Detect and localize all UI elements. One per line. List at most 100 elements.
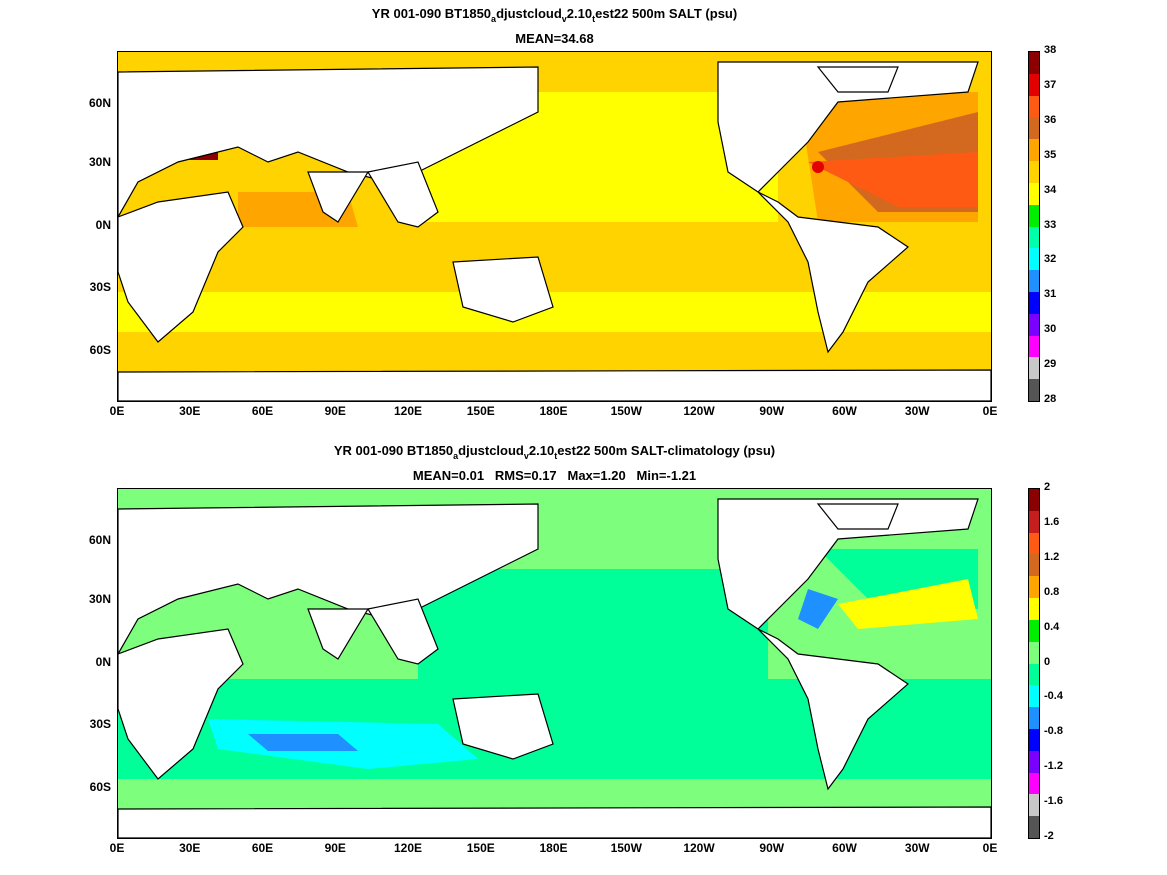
y-tick-label: 60S [89, 780, 111, 794]
colorbar-segment [1029, 204, 1039, 227]
x-tick-label: 0E [109, 841, 125, 855]
colorbar-segment [1029, 117, 1039, 140]
x-tick-label: 180E [539, 404, 568, 418]
colorbar-segment [1029, 728, 1039, 751]
panel1-subtitle: MEAN=34.68 [515, 31, 594, 46]
colorbar-segment [1029, 379, 1039, 401]
colorbar-label: 1.6 [1044, 515, 1060, 528]
x-tick-label: 30E [179, 841, 201, 855]
y-tick-label: 30S [89, 280, 111, 294]
x-tick-label: 0E [982, 841, 998, 855]
colorbar-segment [1029, 73, 1039, 96]
x-tick-label: 0E [109, 404, 125, 418]
colorbar-segment [1029, 663, 1039, 686]
colorbar-label: 30 [1044, 323, 1057, 336]
title-part: a [491, 14, 497, 24]
colorbar-segment [1029, 52, 1039, 74]
colorbar-label: 32 [1044, 253, 1057, 266]
title-part: YR 001-090 BT1850 [371, 6, 492, 21]
colorbar-label: 36 [1044, 113, 1057, 126]
title-part: t [592, 14, 596, 24]
colorbar-segment [1029, 598, 1039, 620]
colorbar-segment [1029, 270, 1039, 292]
x-tick-label: 120W [683, 841, 715, 855]
x-tick-label: 0E [982, 404, 998, 418]
panel2-svg [118, 489, 991, 838]
panel2-map [117, 488, 992, 839]
colorbar-label: 37 [1044, 78, 1057, 91]
panel2-subtitle: MEAN=0.01 RMS=0.17 Max=1.20 Min=-1.21 [412, 468, 697, 483]
panel1-colorbar [1028, 51, 1040, 402]
y-tick-label: 60N [88, 96, 111, 110]
y-tick-label: 60N [88, 533, 111, 547]
colorbar-segment [1029, 641, 1039, 664]
y-tick-label: 0N [95, 218, 111, 232]
x-tick-label: 90E [324, 841, 346, 855]
colorbar-label: 34 [1044, 183, 1057, 196]
y-tick-label: 60S [89, 343, 111, 357]
y-tick-label: 0N [95, 655, 111, 669]
x-tick-label: 60W [832, 404, 857, 418]
colorbar-segment [1029, 816, 1039, 838]
colorbar-segment [1029, 95, 1039, 118]
colorbar-label: -1.6 [1044, 795, 1063, 808]
colorbar-label: 38 [1044, 44, 1057, 56]
y-tick-label: 30N [88, 155, 111, 169]
colorbar-segment [1029, 248, 1039, 271]
colorbar-label: 29 [1044, 358, 1057, 371]
colorbar-segment [1029, 335, 1039, 358]
colorbar-segment [1029, 685, 1039, 708]
colorbar-label: 1.2 [1044, 550, 1060, 563]
colorbar-label: 0.4 [1044, 620, 1060, 633]
panel1-title: YR 001-090 BT1850adjustcloudv2.10test22 … [117, 5, 992, 24]
colorbar-label: 0.8 [1044, 585, 1060, 598]
title-part: YR 001-090 BT1850 [333, 443, 454, 458]
x-tick-label: 30W [904, 404, 930, 418]
title-part: 2.10 [528, 443, 555, 458]
colorbar-segment [1029, 489, 1039, 511]
colorbar-segment [1029, 291, 1039, 314]
x-tick-label: 60E [251, 404, 274, 418]
title-part: v [561, 14, 567, 24]
x-tick-label: 90W [759, 404, 785, 418]
x-tick-label: 90W [759, 841, 785, 855]
x-tick-label: 60E [251, 841, 274, 855]
colorbar-segment [1029, 619, 1039, 642]
colorbar-label: 31 [1044, 288, 1057, 301]
title-part: est22 500m SALT (psu) [595, 6, 738, 21]
x-tick-label: 150E [466, 841, 495, 855]
colorbar-label: -0.4 [1044, 690, 1063, 703]
title-part: djustcloud [496, 6, 562, 21]
colorbar-label: -0.8 [1044, 725, 1063, 738]
colorbar-segment [1029, 226, 1039, 249]
x-tick-label: 120E [393, 404, 423, 418]
x-tick-label: 60W [832, 841, 857, 855]
colorbar-segment [1029, 794, 1039, 817]
title-part: djustcloud [458, 443, 524, 458]
x-tick-label: 150W [610, 841, 642, 855]
panel1-map [117, 51, 992, 402]
x-tick-label: 120E [393, 841, 423, 855]
colorbar-label: -1.2 [1044, 760, 1063, 773]
colorbar-segment [1029, 750, 1039, 773]
colorbar-label: 35 [1044, 148, 1057, 161]
y-tick-label: 30S [89, 717, 111, 731]
x-tick-label: 180E [539, 841, 568, 855]
y-tick-label: 30N [88, 592, 111, 606]
title-part: v [523, 451, 529, 461]
colorbar-label: 2 [1044, 481, 1051, 493]
colorbar-segment [1029, 576, 1039, 599]
colorbar-segment [1029, 313, 1039, 336]
panel1-svg [118, 52, 991, 401]
colorbar-label: 33 [1044, 218, 1057, 231]
colorbar-segment [1029, 707, 1039, 729]
title-part: 2.10 [566, 6, 593, 21]
title-part: t [554, 451, 558, 461]
x-tick-label: 120W [683, 404, 715, 418]
colorbar-label: 28 [1044, 393, 1057, 405]
colorbar-segment [1029, 182, 1039, 205]
x-tick-label: 150W [610, 404, 642, 418]
x-tick-label: 150E [466, 404, 495, 418]
x-tick-label: 30W [904, 841, 930, 855]
colorbar-segment [1029, 139, 1039, 162]
